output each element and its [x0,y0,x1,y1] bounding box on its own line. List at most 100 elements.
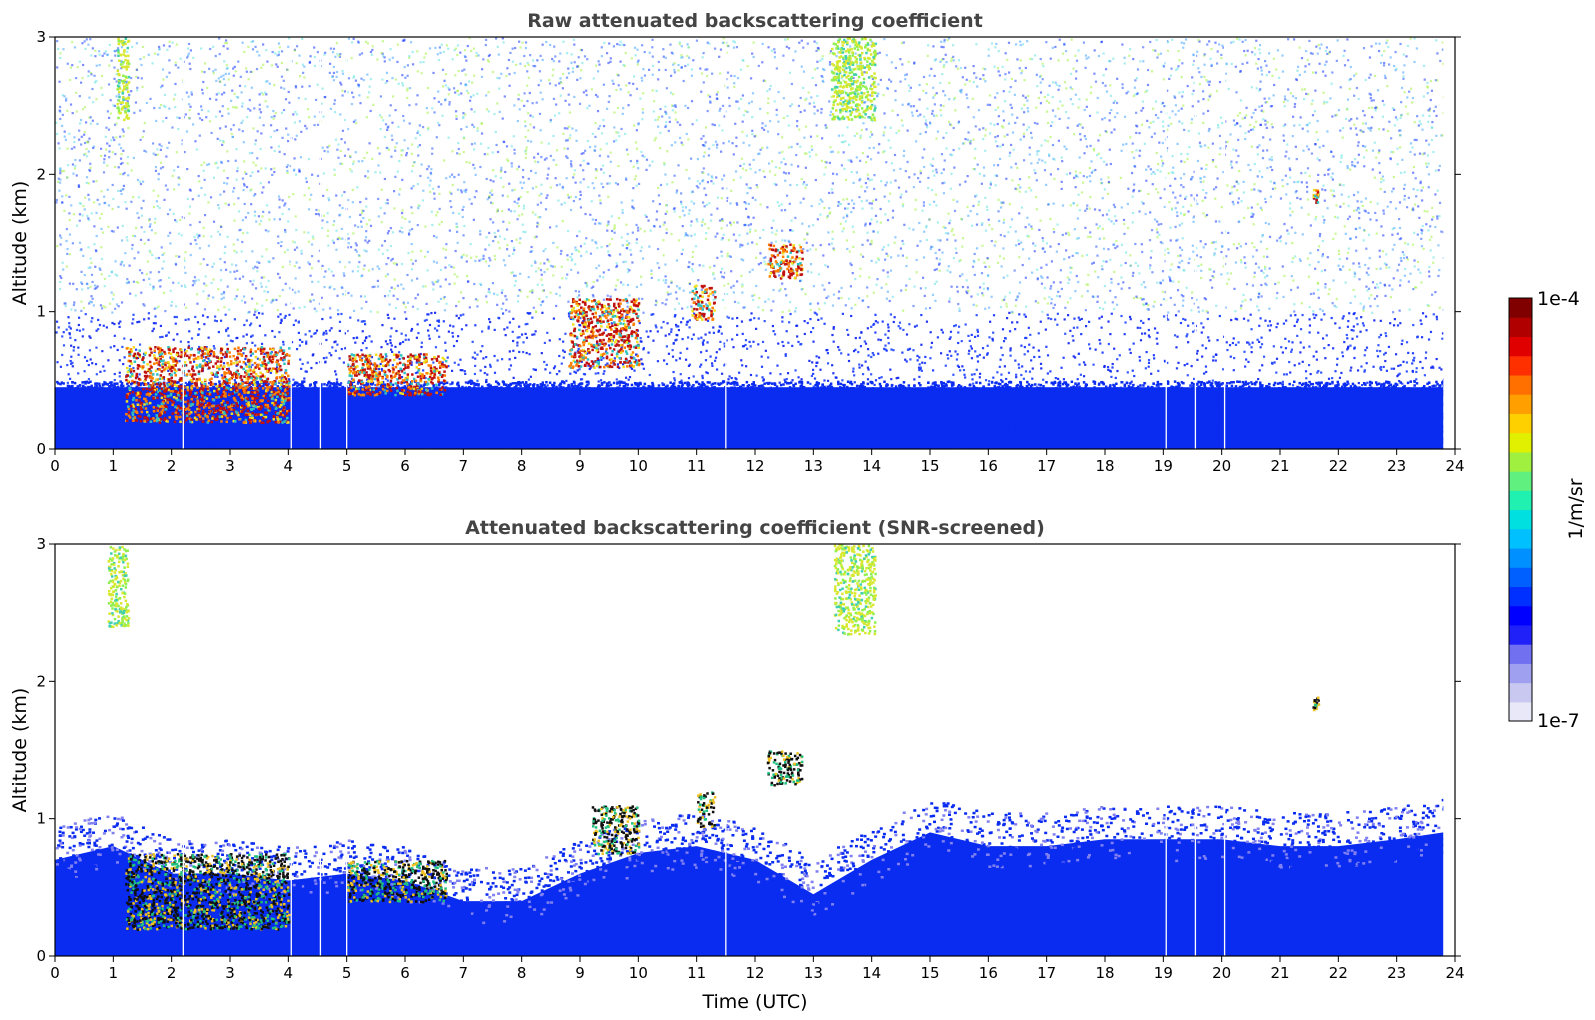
panel-raw: Raw attenuated backscattering coefficien… [9,10,1465,475]
feature-high-cloud [833,544,877,636]
x-tick-label: 20 [1212,457,1231,475]
x-tick-label: 18 [1095,457,1114,475]
x-tick-label: 8 [517,457,527,475]
no-data-region [1443,544,1455,956]
boundary-layer-edge [55,798,1446,925]
colorbar-band [1509,701,1532,722]
feature-small-cloud [1312,696,1321,712]
x-tick-label: 15 [920,457,939,475]
x-tick-label: 10 [629,457,648,475]
feature-cloud [766,750,804,787]
feature-cloud [696,791,717,828]
x-tick-label: 16 [979,457,998,475]
panel-screened-title: Attenuated backscattering coefficient (S… [465,517,1045,539]
x-tick-label: 21 [1270,964,1289,982]
x-tick-label: 7 [459,964,469,982]
x-tick-label: 17 [1037,457,1056,475]
x-tick-label: 9 [575,964,585,982]
x-tick-label: 14 [862,457,881,475]
feature-small-cloud [1312,188,1320,205]
panel-screened: Attenuated backscattering coefficient (S… [9,517,1465,1013]
x-tick-label: 14 [862,964,881,982]
panel-screened-xlabel: Time (UTC) [701,991,807,1013]
colorbar-min-label: 1e-7 [1537,710,1580,732]
x-tick-label: 12 [745,964,764,982]
screened-heatmap [55,544,1455,956]
x-tick-label: 20 [1212,964,1231,982]
colorbar-band [1509,432,1532,453]
x-tick-label: 1 [109,457,119,475]
colorbar-frame [1508,297,1533,722]
x-tick-label: 0 [50,964,60,982]
x-tick-label: 4 [284,457,294,475]
x-tick-label: 15 [920,964,939,982]
feature-cloud [568,297,641,370]
x-tick-label: 22 [1329,964,1348,982]
panel-raw-title: Raw attenuated backscattering coefficien… [527,10,983,32]
raw-heatmap [55,37,1455,449]
colorbar-band [1509,586,1532,607]
x-tick-label: 3 [225,457,235,475]
colorbar-max-label: 1e-4 [1537,288,1580,310]
colorbar-band [1509,624,1532,645]
no-data-region [1443,37,1455,449]
x-tick-label: 9 [575,457,585,475]
x-tick-label: 24 [1445,964,1464,982]
x-tick-label: 21 [1270,457,1289,475]
colorbar-gradient [1509,298,1532,722]
colorbar-band [1509,298,1532,318]
y-tick-label: 0 [36,440,46,458]
colorbar-band [1509,355,1532,376]
colorbar-band [1509,547,1532,568]
y-tick-label: 2 [36,165,46,183]
x-tick-label: 17 [1037,964,1056,982]
x-tick-label: 23 [1387,964,1406,982]
x-tick-label: 3 [225,964,235,982]
colorbar-band [1509,413,1532,434]
x-tick-label: 18 [1095,964,1114,982]
x-tick-label: 19 [1154,457,1173,475]
x-tick-label: 23 [1387,457,1406,475]
colorbar-band [1509,509,1532,530]
colorbar-band [1509,490,1532,511]
x-tick-label: 6 [400,457,410,475]
y-tick-label: 1 [36,303,46,321]
feature-cloud [767,243,804,280]
y-tick-label: 3 [36,28,46,46]
colorbar: 1e-4 1e-7 1/m/sr [1508,288,1587,732]
x-tick-label: 22 [1329,457,1348,475]
boundary-layer-fill [55,832,1444,956]
x-tick-label: 1 [109,964,119,982]
colorbar-band [1509,682,1532,703]
x-tick-label: 7 [459,457,469,475]
panel-screened-ylabel: Altitude (km) [9,688,31,813]
colorbar-band [1509,644,1532,664]
panel-raw-axes: 0 1 2 3 4 5 6 7 8 9 10 11 12 13 14 15 16 17 18 19 20 21 22 23 24… [36,28,1464,475]
colorbar-band [1509,394,1532,414]
x-tick-label: 24 [1445,457,1464,475]
colorbar-band [1509,336,1532,357]
x-tick-label: 2 [167,964,177,982]
feature-low-cloud [346,353,448,397]
colorbar-unit-label: 1/m/sr [1565,478,1587,539]
x-tick-label: 11 [687,964,706,982]
x-tick-label: 4 [284,964,294,982]
x-tick-label: 19 [1154,964,1173,982]
y-tick-label: 2 [36,672,46,690]
feature-high-cloud [116,37,131,122]
feature-high-cloud [830,37,878,122]
feature-low-cloud [125,346,291,425]
x-tick-label: 6 [400,964,410,982]
x-tick-label: 5 [342,964,352,982]
colorbar-band [1509,528,1532,549]
feature-low-cloud [125,853,291,932]
colorbar-band [1509,451,1532,472]
x-tick-label: 16 [979,964,998,982]
colorbar-band [1509,374,1532,395]
y-tick-label: 3 [36,535,46,553]
y-tick-label: 1 [36,810,46,828]
colorbar-band [1509,471,1532,491]
feature-cloud [591,805,641,856]
colorbar-band [1509,605,1532,626]
